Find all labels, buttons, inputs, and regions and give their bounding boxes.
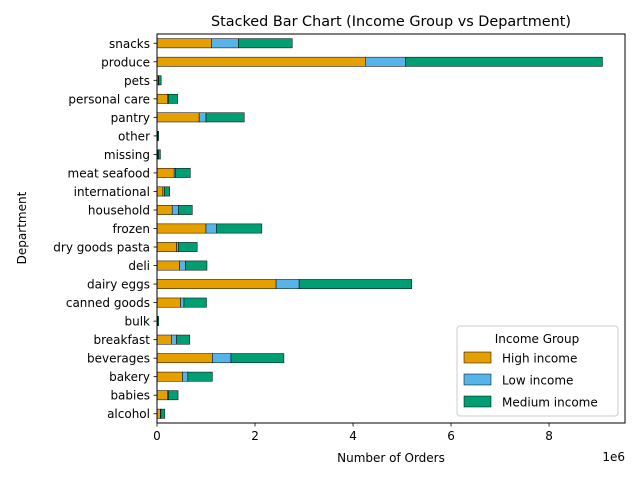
y-tick-label: beverages [87,352,150,366]
bar-personal-care-medium-income [168,93,178,104]
y-tick-label: other [118,129,150,143]
bar-dry-goods-pasta-medium-income [178,242,198,252]
bar-dry-goods-pasta-low-income [176,242,179,252]
legend: Income Group High income Low income Medium… [456,325,619,417]
y-tick-label: pantry [111,111,150,125]
bar-breakfast-medium-income [176,334,191,345]
bar-snacks-high-income [156,38,212,49]
bar-deli-low-income [179,260,186,271]
y-tick-label: produce [101,55,150,69]
y-tick-label: missing [104,148,150,162]
x-tick-label: 6 [447,429,455,443]
bar-household-high-income [156,205,173,215]
bar-snacks-medium-income [238,38,293,49]
legend-items: High income Low income Medium income [463,351,598,410]
bar-bulk-medium-income [157,316,159,327]
x-tick-label: 2 [251,429,259,443]
bar-meat-seafood-high-income [156,168,175,178]
bar-international-medium-income [164,186,170,197]
legend-label: High income [502,352,577,366]
bar-canned-goods-medium-income [183,297,207,308]
y-tick-label: breakfast [93,333,150,347]
bar-frozen-medium-income [216,223,263,234]
bar-beverages-low-income [212,353,232,364]
y-tick-label: frozen [112,222,150,236]
bar-frozen-high-income [156,223,207,234]
legend-title: Income Group [495,332,580,346]
chart-title: Stacked Bar Chart (Income Group vs Depar… [211,14,571,30]
bar-produce-medium-income [405,56,603,67]
legend-label: Low income [502,374,573,388]
legend-swatch [463,373,492,386]
y-tick-label: babies [110,389,150,403]
y-axis-label: Department [15,191,29,264]
x-axis-label: Number of Orders [337,451,445,465]
x-tick-label: 0 [153,429,161,443]
bar-pantry-low-income [198,112,207,123]
bar-bakery-medium-income [187,371,213,382]
bar-pets-medium-income [158,75,162,86]
bar-alcohol-high-income [156,408,161,419]
bar-breakfast-low-income [171,334,177,345]
x-tick-label: 4 [349,429,357,443]
bar-international-high-income [156,186,164,197]
bar-personal-care-high-income [156,93,168,104]
bar-household-medium-income [178,205,193,215]
bar-beverages-high-income [156,353,213,364]
y-tick-label: snacks [109,37,150,51]
y-tick-label: pets [124,74,150,88]
legend-swatch [463,351,492,364]
bar-other-medium-income [157,131,159,141]
bar-bakery-low-income [182,371,189,382]
bar-canned-goods-low-income [180,297,185,308]
bar-dry-goods-pasta-high-income [156,242,177,252]
x-axis-offset-label: 1e6 [602,450,625,464]
bar-meat-seafood-medium-income [175,168,191,178]
bar-produce-high-income [156,56,367,67]
y-tick-label: bakery [109,370,150,384]
bar-babies-high-income [156,390,168,401]
y-axis: alcohol babies bakery beverages breakfast bul… [53,37,157,421]
bar-produce-low-income [365,56,406,67]
bar-frozen-low-income [205,223,217,234]
bar-babies-medium-income [168,390,179,401]
bar-dairy-eggs-medium-income [298,279,413,289]
plot-frame [156,33,626,424]
bar-missing-medium-income [158,149,161,160]
bar-dairy-eggs-high-income [156,279,277,289]
x-axis: 0 2 4 6 8 [153,423,553,443]
bar-pantry-medium-income [205,112,245,123]
bars-layer [156,38,603,419]
bar-pantry-high-income [156,112,200,123]
y-tick-label: international [74,185,150,199]
bar-beverages-medium-income [230,353,285,364]
bar-household-low-income [171,205,179,215]
y-tick-label: alcohol [107,407,150,421]
y-tick-label: meat seafood [68,166,150,180]
bar-deli-high-income [156,260,180,271]
x-tick-label: 8 [545,429,553,443]
bar-deli-medium-income [185,260,208,271]
y-tick-label: household [88,203,150,217]
bar-dairy-eggs-low-income [275,279,300,289]
legend-swatch [463,395,492,408]
y-tick-label: canned goods [66,296,150,310]
y-tick-label: bulk [124,315,150,329]
bar-breakfast-high-income [156,334,172,345]
y-tick-label: deli [128,259,150,273]
y-tick-label: dry goods pasta [53,241,150,255]
bar-snacks-low-income [211,38,239,49]
legend-label: Medium income [502,396,598,410]
bar-bakery-high-income [156,371,183,382]
legend-box [456,325,619,417]
y-tick-label: personal care [68,92,150,106]
bar-alcohol-medium-income [160,408,166,419]
bar-canned-goods-high-income [156,297,181,308]
y-tick-label: dairy eggs [87,278,150,292]
